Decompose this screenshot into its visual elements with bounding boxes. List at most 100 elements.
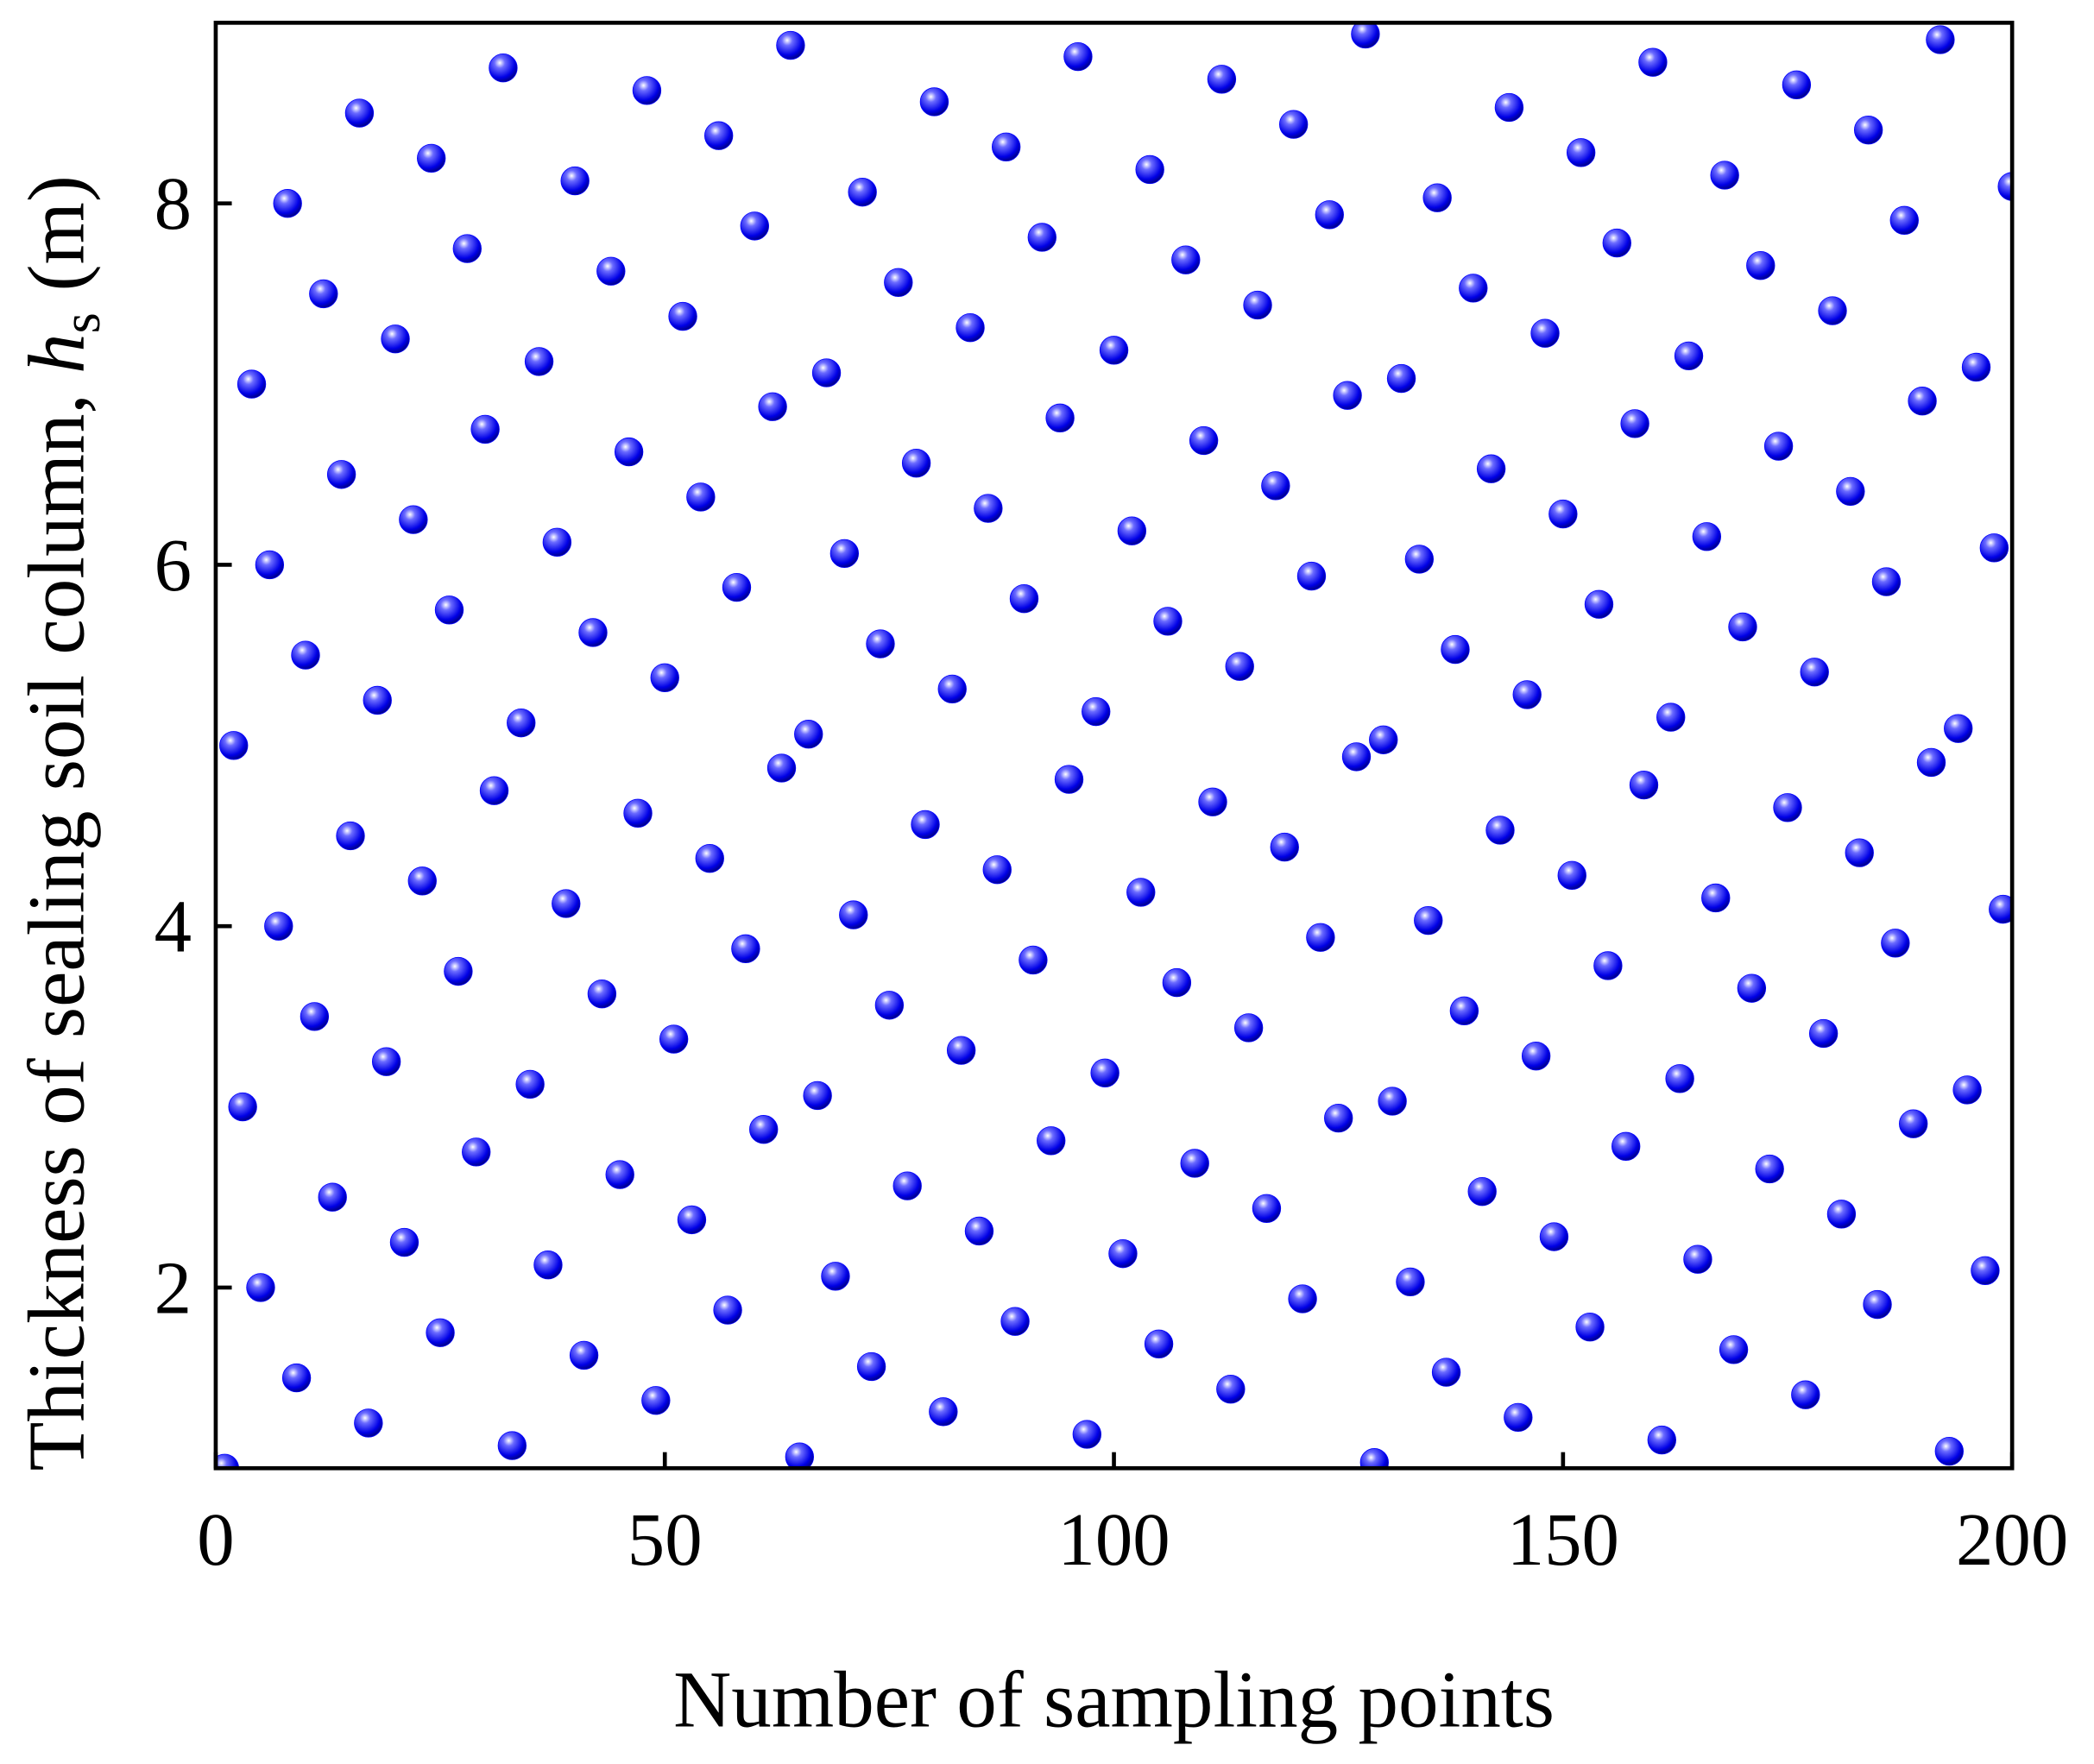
point — [614, 437, 644, 467]
point — [452, 234, 482, 263]
point — [1566, 138, 1596, 167]
y-tick-label: 4 — [155, 885, 192, 968]
point — [677, 1205, 707, 1235]
point — [497, 1431, 527, 1460]
point — [1386, 363, 1416, 394]
point — [1611, 1131, 1641, 1162]
point — [1961, 352, 1991, 382]
point — [1584, 589, 1614, 619]
point — [1233, 1013, 1264, 1043]
point — [507, 708, 536, 738]
point — [1369, 725, 1398, 754]
point — [1539, 1222, 1569, 1251]
point — [1746, 251, 1775, 280]
point — [1459, 274, 1488, 303]
point — [228, 1092, 257, 1122]
point — [1449, 996, 1479, 1025]
point — [1404, 545, 1435, 574]
point — [1063, 41, 1093, 72]
point — [237, 369, 267, 399]
point — [1808, 1018, 1839, 1049]
point — [1665, 1064, 1694, 1093]
point — [829, 539, 860, 569]
point — [596, 256, 626, 286]
point — [389, 1227, 419, 1257]
point — [1853, 116, 1883, 145]
point — [785, 1442, 814, 1469]
point — [1512, 680, 1542, 709]
point — [1719, 1335, 1749, 1364]
point — [1818, 296, 1847, 325]
point — [1045, 403, 1075, 433]
point — [1710, 161, 1739, 190]
point — [1989, 894, 2013, 924]
point — [1836, 476, 1865, 507]
point — [1037, 1126, 1066, 1156]
point — [956, 312, 985, 343]
point — [1288, 1284, 1317, 1314]
point — [659, 1024, 689, 1054]
point — [946, 1036, 976, 1065]
point — [578, 618, 608, 647]
point — [515, 1069, 545, 1099]
point — [489, 54, 518, 83]
point — [1575, 1313, 1605, 1342]
point — [1467, 1177, 1497, 1206]
x-axis-label: Number of sampling points — [673, 1656, 1555, 1745]
point — [1296, 561, 1327, 591]
point — [1171, 245, 1201, 274]
point — [1863, 1289, 1892, 1320]
point — [1198, 787, 1227, 816]
point — [462, 1137, 491, 1167]
point — [215, 1453, 240, 1469]
point — [1270, 832, 1299, 862]
point — [1889, 205, 1919, 236]
point — [281, 1363, 312, 1393]
point — [318, 1182, 347, 1212]
point — [1431, 1358, 1461, 1387]
point — [1422, 183, 1452, 212]
point — [1252, 1194, 1282, 1223]
point — [686, 482, 716, 512]
point — [1117, 516, 1147, 545]
point — [1504, 1402, 1533, 1433]
point — [794, 720, 823, 749]
point — [1701, 883, 1731, 913]
point — [1971, 1256, 2000, 1285]
point — [892, 1171, 922, 1200]
point — [560, 166, 590, 196]
point — [1082, 696, 1111, 727]
point — [336, 821, 365, 851]
point — [1108, 1238, 1138, 1269]
point — [641, 1386, 671, 1415]
point — [884, 268, 913, 297]
point — [1881, 929, 1910, 958]
point — [344, 98, 375, 128]
point — [569, 1340, 599, 1370]
point — [1692, 522, 1722, 551]
y-tick-label: 8 — [155, 162, 192, 245]
point — [1243, 290, 1272, 320]
point — [444, 956, 473, 986]
point — [848, 177, 877, 207]
point — [273, 189, 302, 218]
point — [1728, 612, 1757, 642]
point — [650, 663, 679, 692]
point — [417, 143, 446, 173]
point — [1225, 652, 1254, 681]
point — [1826, 1200, 1857, 1229]
point — [1324, 1103, 1353, 1133]
point — [766, 753, 797, 783]
point — [758, 392, 787, 421]
point — [1099, 336, 1129, 365]
point — [1997, 172, 2013, 201]
point — [974, 494, 1003, 523]
point — [776, 30, 805, 60]
point — [479, 776, 509, 805]
point — [354, 1408, 383, 1438]
point — [1278, 110, 1309, 139]
point — [1180, 1149, 1209, 1178]
point — [1153, 607, 1183, 636]
